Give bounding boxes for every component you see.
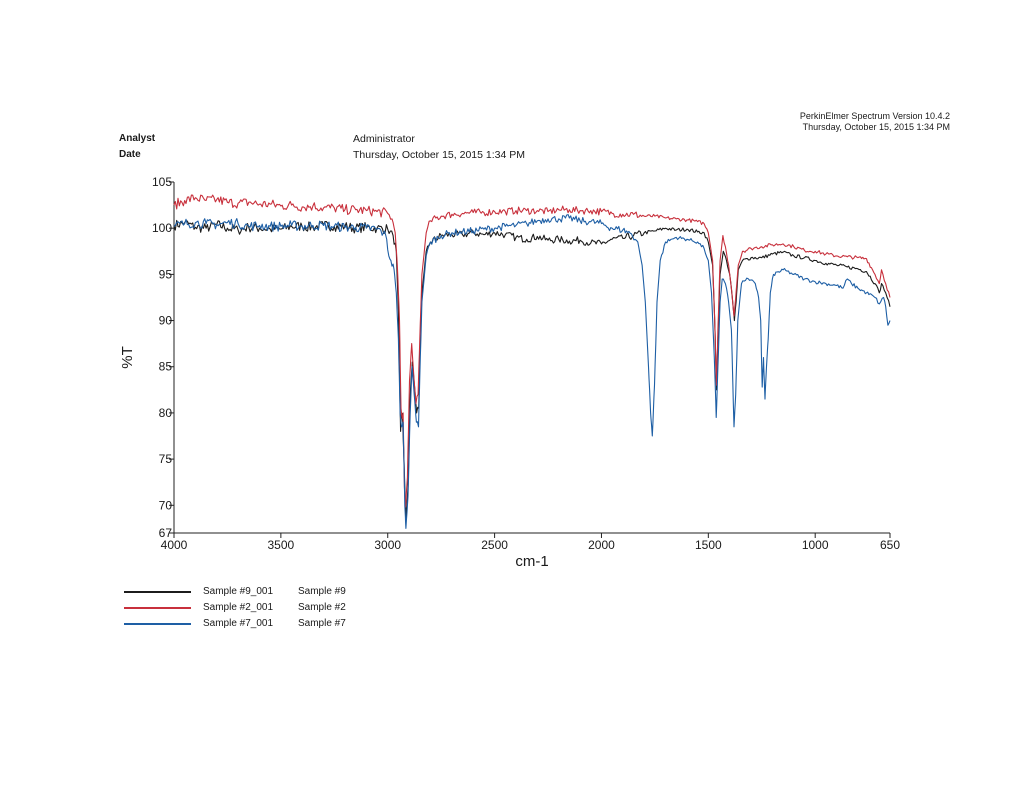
legend-series-name: Sample #2_001 bbox=[203, 602, 274, 613]
y-tick-label: 80 bbox=[159, 406, 173, 420]
chart-series bbox=[173, 194, 891, 529]
date-label: Date bbox=[119, 149, 141, 160]
software-header: PerkinElmer Spectrum Version 10.4.2 Thur… bbox=[800, 111, 950, 133]
series-line-3 bbox=[173, 214, 891, 529]
y-tick-label: 100 bbox=[152, 221, 172, 235]
y-axis-title: %T bbox=[119, 346, 136, 369]
chart-axes: 67 70 75 80 85 90 95 100 105 4000 3500 3000 2500 2000… bbox=[152, 175, 900, 552]
y-tick-label: 85 bbox=[159, 360, 173, 374]
series-line-2 bbox=[173, 194, 891, 508]
x-tick-label: 650 bbox=[880, 538, 900, 552]
y-tick-label: 105 bbox=[152, 175, 172, 189]
legend-swatch bbox=[124, 623, 191, 625]
analyst-value: Administrator bbox=[353, 133, 415, 145]
legend-swatch bbox=[124, 607, 191, 609]
x-tick-label: 2000 bbox=[588, 538, 615, 552]
x-tick-label: 1000 bbox=[802, 538, 829, 552]
date-value: Thursday, October 15, 2015 1:34 PM bbox=[353, 149, 525, 161]
x-tick-label: 3000 bbox=[374, 538, 401, 552]
x-axis-title: cm-1 bbox=[515, 553, 548, 570]
legend-series-description: Sample #9 bbox=[298, 586, 346, 597]
header-timestamp: Thursday, October 15, 2015 1:34 PM bbox=[802, 122, 950, 132]
legend-series-description: Sample #7 bbox=[298, 618, 346, 629]
legend-series-name: Sample #9_001 bbox=[203, 586, 274, 597]
legend-series-description: Sample #2 bbox=[298, 602, 346, 613]
y-tick-label: 67 bbox=[159, 526, 173, 540]
analyst-label: Analyst bbox=[119, 133, 156, 144]
legend-swatch bbox=[124, 591, 191, 593]
y-tick-label: 90 bbox=[159, 314, 173, 328]
legend-series-name: Sample #7_001 bbox=[203, 618, 274, 629]
software-version: PerkinElmer Spectrum Version 10.4.2 bbox=[799, 111, 950, 121]
y-tick-label: 75 bbox=[159, 452, 173, 466]
x-tick-label: 2500 bbox=[481, 538, 508, 552]
x-tick-label: 1500 bbox=[695, 538, 722, 552]
y-tick-label: 70 bbox=[159, 498, 173, 512]
series-line-1 bbox=[173, 219, 891, 520]
x-tick-label: 4000 bbox=[161, 538, 188, 552]
x-tick-label: 3500 bbox=[268, 538, 295, 552]
y-tick-label: 95 bbox=[159, 267, 173, 281]
